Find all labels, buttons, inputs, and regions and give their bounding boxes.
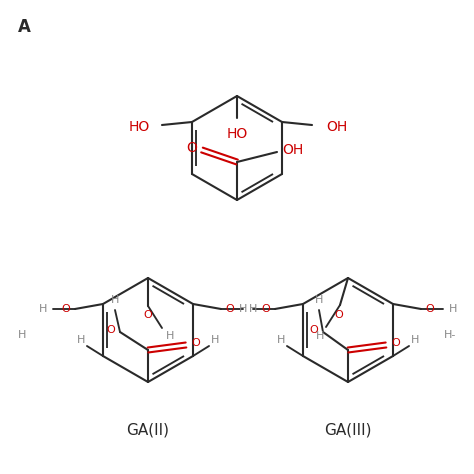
Text: O: O <box>191 338 201 348</box>
Text: O: O <box>226 304 235 314</box>
Text: H: H <box>39 304 47 314</box>
Text: H: H <box>239 304 247 314</box>
Text: H: H <box>211 335 219 345</box>
Text: H: H <box>411 335 419 345</box>
Text: O: O <box>62 304 70 314</box>
Text: O: O <box>187 141 198 155</box>
Text: OH: OH <box>283 143 304 157</box>
Text: H: H <box>315 295 323 305</box>
Text: H: H <box>249 304 257 314</box>
Text: H: H <box>18 330 26 340</box>
Text: H: H <box>449 304 457 314</box>
Text: H: H <box>316 331 324 341</box>
Text: H-: H- <box>444 330 456 340</box>
Text: A: A <box>18 18 31 36</box>
Text: O: O <box>392 338 401 348</box>
Text: H: H <box>111 295 119 305</box>
Text: HO: HO <box>227 127 247 141</box>
Text: H: H <box>277 335 285 345</box>
Text: H: H <box>77 335 85 345</box>
Text: O: O <box>262 304 270 314</box>
Text: GA(III): GA(III) <box>324 422 372 438</box>
Text: O: O <box>335 310 343 320</box>
Text: H: H <box>166 331 174 341</box>
Text: O: O <box>144 310 152 320</box>
Text: GA(II): GA(II) <box>127 422 170 438</box>
Text: OH: OH <box>327 120 347 134</box>
Text: O: O <box>310 325 319 335</box>
Text: HO: HO <box>128 120 150 134</box>
Text: O: O <box>107 325 115 335</box>
Text: O: O <box>426 304 434 314</box>
